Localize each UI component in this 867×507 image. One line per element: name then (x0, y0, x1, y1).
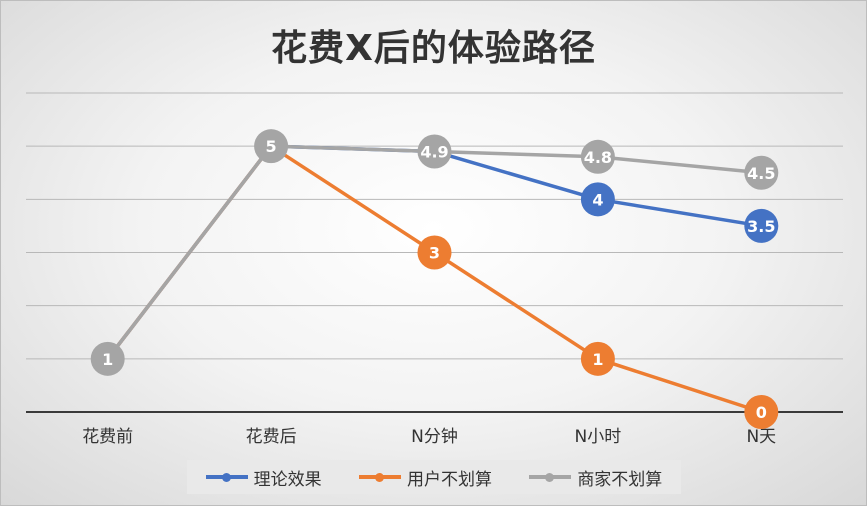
x-tick-label: N天 (746, 427, 776, 447)
data-label: 4.9 (420, 142, 448, 161)
legend-swatch-0 (205, 472, 248, 482)
data-label: 3 (429, 244, 440, 263)
data-point (580, 182, 615, 217)
legend-swatch-1 (358, 472, 401, 482)
legend-item-1: 用户不划算 (358, 465, 492, 490)
x-tick-label: 花费前 (82, 427, 133, 447)
data-point (744, 395, 779, 429)
data-label: 5 (266, 137, 277, 156)
data-point (417, 235, 452, 270)
legend-item-0: 理论效果 (205, 465, 322, 490)
chart-title: 花费X后的体验路径 (271, 28, 596, 69)
data-point (580, 139, 615, 174)
data-point (580, 341, 615, 376)
data-point (744, 155, 779, 190)
legend-item-2: 商家不划算 (529, 465, 662, 490)
data-point (417, 134, 452, 169)
data-label: 3.5 (747, 217, 775, 236)
data-point (254, 129, 289, 164)
data-label: 4.5 (747, 164, 775, 183)
data-label: 1 (592, 350, 603, 369)
series-line-1 (106, 144, 762, 414)
data-point (90, 341, 125, 376)
x-tick-label: N小时 (575, 427, 622, 447)
legend-label-1: 用户不划算 (406, 469, 492, 490)
legend: 理论效果 用户不划算 商家不划算 (187, 460, 681, 494)
legend-label-0: 理论效果 (253, 469, 322, 490)
data-point (744, 208, 779, 243)
data-label: 4 (592, 190, 603, 209)
data-label: 0 (756, 403, 767, 422)
x-tick-label: N分钟 (411, 427, 458, 447)
legend-swatch-2 (529, 472, 572, 482)
legend-label-2: 商家不划算 (577, 469, 663, 490)
data-label: 4.8 (584, 148, 612, 167)
x-tick-label: 花费后 (246, 427, 297, 447)
data-label: 1 (102, 350, 113, 369)
